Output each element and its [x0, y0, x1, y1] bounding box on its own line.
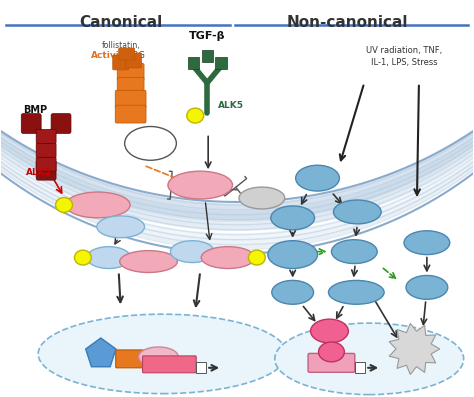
Text: TGF-β: TGF-β [189, 31, 226, 41]
Bar [356, 362, 365, 373]
Text: follistatin,: follistatin, [101, 41, 140, 50]
Ellipse shape [404, 231, 450, 254]
Text: MEK2: MEK2 [280, 257, 306, 266]
Text: Smad2,3: Smad2,3 [180, 181, 220, 190]
Ellipse shape [331, 240, 377, 264]
Ellipse shape [55, 197, 73, 212]
FancyBboxPatch shape [36, 129, 56, 143]
Ellipse shape [201, 247, 255, 268]
Ellipse shape [38, 314, 287, 393]
Bar [196, 362, 206, 373]
Text: P: P [254, 253, 260, 262]
Ellipse shape [296, 165, 339, 191]
Ellipse shape [87, 247, 131, 268]
Text: P: P [192, 111, 198, 120]
Text: JUN: JUN [319, 326, 339, 336]
Text: UV radiation, TNF,: UV radiation, TNF, [366, 46, 442, 55]
Text: P38: P38 [417, 282, 437, 292]
Ellipse shape [310, 319, 348, 343]
Ellipse shape [272, 280, 313, 304]
Text: ALK4: ALK4 [138, 131, 163, 141]
Text: P: P [61, 200, 67, 210]
FancyBboxPatch shape [113, 55, 128, 70]
Text: Non-canonical: Non-canonical [287, 15, 408, 30]
Ellipse shape [271, 206, 315, 230]
Ellipse shape [319, 342, 345, 362]
Text: Smad2,3: Smad2,3 [208, 253, 248, 262]
Ellipse shape [333, 200, 381, 224]
Text: ERK: ERK [282, 287, 303, 297]
Text: P: P [80, 253, 86, 262]
Ellipse shape [248, 250, 265, 265]
Ellipse shape [97, 216, 145, 238]
Text: SBE: SBE [160, 360, 179, 369]
Text: Canonical: Canonical [79, 15, 162, 30]
FancyBboxPatch shape [36, 143, 56, 157]
Text: Smad4: Smad4 [105, 222, 137, 231]
Text: Smad4: Smad4 [177, 247, 208, 256]
Ellipse shape [120, 251, 177, 272]
Text: MEKK1: MEKK1 [339, 207, 375, 216]
Text: Raf-1: Raf-1 [279, 213, 306, 222]
Ellipse shape [275, 323, 464, 395]
Text: IL-1, LPS, Stress: IL-1, LPS, Stress [371, 58, 438, 67]
Text: Ras: Ras [308, 173, 328, 183]
Text: ALK2: ALK2 [26, 168, 52, 177]
Ellipse shape [328, 280, 384, 304]
FancyBboxPatch shape [118, 48, 135, 60]
Polygon shape [389, 324, 440, 374]
Ellipse shape [74, 250, 91, 265]
FancyBboxPatch shape [36, 160, 56, 180]
Text: ALK5: ALK5 [218, 101, 244, 110]
Text: Smad1,5,6: Smad1,5,6 [126, 257, 171, 266]
Text: Activin: Activin [91, 51, 127, 60]
Text: BMP: BMP [23, 104, 47, 115]
Ellipse shape [239, 187, 285, 209]
Ellipse shape [168, 171, 233, 199]
FancyBboxPatch shape [36, 157, 56, 171]
Text: MKK3: MKK3 [412, 238, 441, 247]
FancyBboxPatch shape [126, 53, 142, 68]
Ellipse shape [268, 241, 318, 268]
Text: FLRG: FLRG [123, 51, 145, 60]
Text: InhBP: InhBP [138, 143, 163, 152]
Ellipse shape [138, 347, 178, 367]
FancyBboxPatch shape [143, 356, 196, 373]
FancyBboxPatch shape [308, 353, 355, 372]
Text: Smad4: Smad4 [93, 253, 125, 262]
Ellipse shape [187, 108, 204, 123]
Ellipse shape [125, 127, 176, 160]
Text: Smad4: Smad4 [145, 353, 172, 361]
Text: MEK1,: MEK1, [278, 246, 307, 255]
Text: co: co [97, 349, 104, 355]
FancyBboxPatch shape [117, 77, 144, 94]
Ellipse shape [65, 192, 130, 218]
Text: factor: factor [91, 357, 110, 361]
Ellipse shape [170, 241, 214, 262]
FancyBboxPatch shape [116, 350, 144, 368]
FancyBboxPatch shape [115, 90, 146, 108]
Text: Apoptosis: Apoptosis [395, 345, 433, 353]
Text: AP-1: AP-1 [319, 358, 344, 368]
FancyBboxPatch shape [115, 105, 146, 123]
Text: PPM1A: PPM1A [249, 193, 275, 202]
Ellipse shape [406, 276, 448, 299]
FancyBboxPatch shape [117, 64, 144, 80]
Text: Smad1,5,6: Smad1,5,6 [75, 200, 120, 210]
Text: MKK4: MKK4 [339, 247, 369, 256]
FancyBboxPatch shape [51, 114, 71, 133]
FancyBboxPatch shape [21, 114, 41, 133]
Text: JNK/SAPK: JNK/SAPK [334, 288, 378, 297]
